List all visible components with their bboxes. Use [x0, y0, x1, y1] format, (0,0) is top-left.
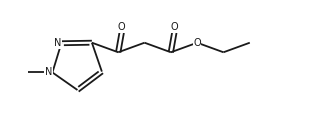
Text: O: O — [193, 38, 201, 48]
Text: N: N — [45, 67, 52, 77]
Text: O: O — [118, 22, 126, 32]
Text: O: O — [170, 22, 178, 32]
Text: N: N — [54, 38, 61, 48]
